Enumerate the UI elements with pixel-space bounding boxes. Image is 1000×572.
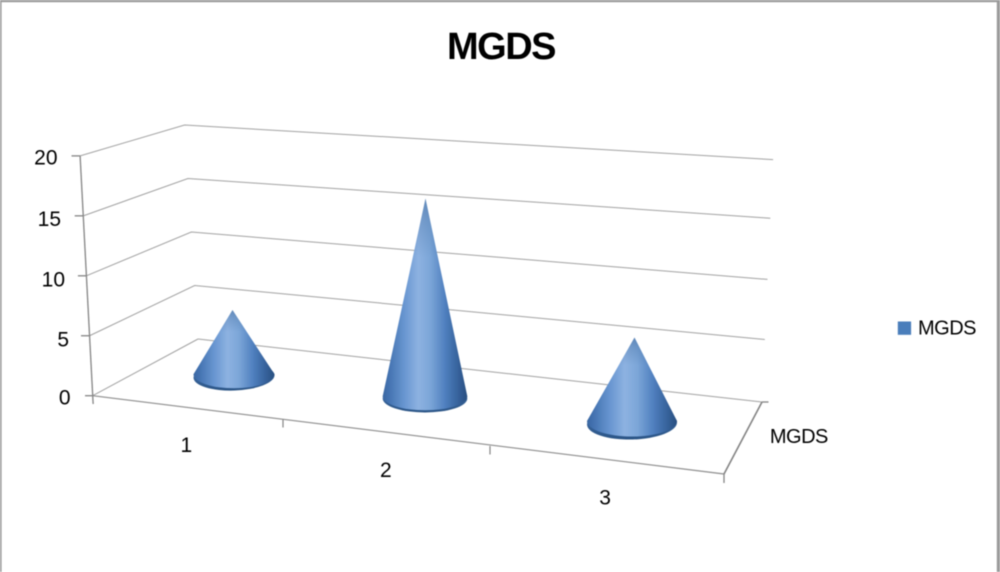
svg-text:10: 10: [42, 268, 65, 291]
svg-text:2: 2: [380, 459, 392, 482]
svg-text:3: 3: [599, 486, 611, 509]
svg-text:MGDS: MGDS: [918, 317, 976, 339]
svg-text:20: 20: [34, 147, 57, 170]
svg-text:MGDS: MGDS: [447, 26, 555, 68]
svg-text:MGDS: MGDS: [770, 426, 828, 448]
svg-text:1: 1: [181, 434, 193, 457]
svg-text:15: 15: [38, 208, 61, 231]
svg-text:0: 0: [59, 387, 71, 410]
svg-text:5: 5: [57, 328, 69, 351]
